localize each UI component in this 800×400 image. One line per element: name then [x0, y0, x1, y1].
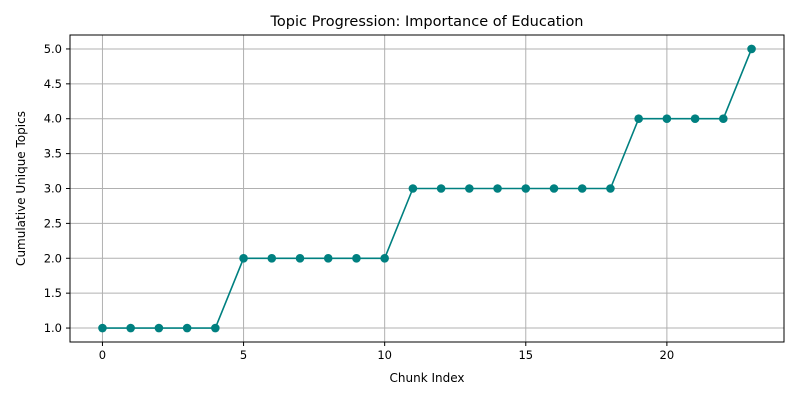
- chart-title: Topic Progression: Importance of Educati…: [269, 14, 583, 30]
- x-tick-label: 20: [660, 348, 675, 362]
- data-point: [549, 184, 559, 193]
- data-point: [662, 114, 672, 124]
- data-point: [211, 323, 220, 333]
- data-point: [323, 253, 333, 263]
- data-point: [690, 114, 700, 124]
- data-point: [719, 114, 728, 124]
- data-point: [182, 323, 192, 333]
- data-point: [267, 253, 277, 263]
- data-point: [634, 114, 643, 124]
- data-point: [465, 184, 474, 193]
- data-point: [747, 44, 756, 54]
- data-point: [521, 184, 531, 193]
- data-point: [352, 253, 361, 263]
- data-point: [98, 323, 107, 333]
- data-point: [606, 184, 615, 193]
- y-tick-label: 3.0: [44, 182, 62, 196]
- series-layer: [98, 44, 756, 333]
- data-point: [380, 253, 389, 263]
- data-point: [126, 323, 135, 333]
- x-tick-label: 15: [518, 348, 533, 362]
- x-tick-label: 5: [240, 348, 247, 362]
- x-tick-label: 10: [377, 348, 392, 362]
- y-tick-label: 4.0: [44, 112, 62, 126]
- y-tick-label: 5.0: [44, 42, 62, 56]
- data-point: [577, 184, 587, 193]
- y-tick-label: 1.5: [44, 286, 62, 300]
- y-tick-label: 2.5: [44, 216, 62, 230]
- ticks: 0 5 10 15 20 1.0 1.5 2.0 2.5 3.0 3.5 4.0 4.5 5.0: [44, 42, 674, 362]
- data-point: [239, 253, 248, 263]
- data-point: [295, 253, 305, 263]
- series-line: [102, 48, 753, 329]
- x-axis-label: Chunk Index: [390, 371, 465, 385]
- y-axis-label: Cumulative Unique Topics: [14, 111, 28, 266]
- y-tick-label: 1.0: [44, 321, 62, 335]
- y-tick-label: 2.0: [44, 251, 62, 265]
- data-point: [436, 184, 446, 193]
- data-point: [493, 184, 502, 193]
- data-point: [154, 323, 164, 333]
- data-point: [408, 184, 418, 193]
- y-tick-label: 3.5: [44, 147, 62, 161]
- x-tick-label: 0: [99, 348, 106, 362]
- y-tick-label: 4.5: [44, 77, 62, 91]
